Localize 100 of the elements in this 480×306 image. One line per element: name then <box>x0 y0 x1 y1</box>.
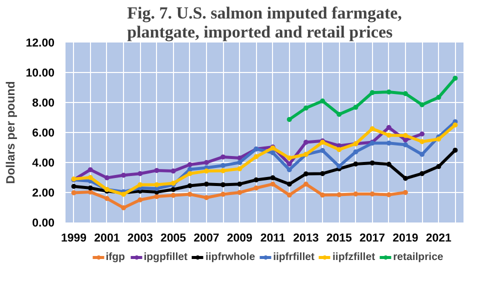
point <box>220 154 226 160</box>
point <box>303 171 308 176</box>
point <box>402 91 408 96</box>
point <box>104 196 110 201</box>
point <box>220 168 226 174</box>
point <box>320 148 326 153</box>
point <box>154 186 160 192</box>
point <box>270 182 276 187</box>
point <box>286 192 292 198</box>
x-tick-label: 2005 <box>160 232 187 244</box>
point <box>353 192 358 196</box>
point <box>71 190 76 196</box>
point <box>402 142 408 148</box>
point <box>420 132 425 136</box>
point <box>436 136 442 142</box>
point <box>154 182 160 188</box>
y-tick-label: 8.00 <box>32 98 55 110</box>
point <box>237 182 242 187</box>
x-tick-label: 2007 <box>194 232 220 244</box>
x-tick-label: 2013 <box>293 232 319 244</box>
y-tick-label: 12.00 <box>26 38 55 50</box>
point <box>370 126 375 132</box>
point <box>286 167 292 172</box>
point <box>420 139 425 144</box>
y-tick-label: 6.00 <box>32 128 55 140</box>
legend-label: ifgp <box>106 251 126 263</box>
x-tick-label: 2011 <box>260 232 286 244</box>
x-tick-label: 2003 <box>127 232 153 244</box>
point <box>138 171 143 176</box>
point <box>170 192 176 198</box>
point <box>370 90 375 96</box>
point <box>286 182 292 187</box>
point <box>204 182 209 187</box>
point <box>138 182 143 188</box>
point <box>336 164 342 169</box>
legend-label: iipfrfillet <box>273 251 314 263</box>
point <box>220 192 226 197</box>
point <box>88 186 93 190</box>
point <box>71 184 76 189</box>
point <box>220 163 226 168</box>
point <box>402 176 408 181</box>
point <box>154 168 160 173</box>
point <box>237 190 242 195</box>
point <box>121 205 126 210</box>
point <box>386 140 392 146</box>
point <box>303 106 308 111</box>
point <box>320 171 326 176</box>
x-tick-label: 2019 <box>392 232 418 244</box>
chart-title: Fig. 7. U.S. salmon imputed farmgate, plantgate, imported and retail prices <box>127 4 402 42</box>
y-tick-label: 0.00 <box>32 218 55 230</box>
point <box>270 175 276 180</box>
point <box>386 90 392 94</box>
point <box>170 168 176 174</box>
point <box>303 140 308 145</box>
point <box>187 192 192 197</box>
point <box>336 147 342 152</box>
point <box>320 98 326 104</box>
point <box>88 175 93 180</box>
x-tick-label: 2001 <box>94 232 120 244</box>
x-tick-label: 2017 <box>360 232 386 244</box>
point <box>187 166 192 172</box>
point <box>187 183 192 188</box>
point <box>402 190 408 195</box>
x-tick-label: 2021 <box>426 232 452 244</box>
legend-label: ipgpfillet <box>144 251 188 263</box>
legend-label: retailprice <box>393 251 444 263</box>
point <box>254 154 259 160</box>
point <box>370 192 375 196</box>
point <box>270 150 276 156</box>
y-axis-title: Dollars per pound <box>4 81 18 184</box>
point <box>204 168 209 174</box>
point <box>154 194 160 200</box>
point <box>104 175 110 180</box>
point <box>420 171 425 176</box>
point <box>303 182 308 187</box>
point <box>386 125 392 130</box>
point <box>88 167 93 172</box>
point <box>88 190 93 195</box>
point <box>452 122 458 128</box>
point <box>386 132 392 138</box>
point <box>187 171 192 176</box>
point <box>402 138 408 142</box>
point <box>254 177 259 182</box>
point <box>204 160 209 165</box>
point <box>286 116 292 122</box>
point <box>436 164 442 170</box>
point <box>452 148 458 153</box>
point <box>336 192 342 198</box>
point <box>286 156 292 160</box>
legend-label: iipfrwhole <box>205 251 256 263</box>
point <box>237 160 242 165</box>
point <box>237 166 242 172</box>
point <box>204 195 209 200</box>
point <box>286 162 292 166</box>
point <box>420 102 425 108</box>
point <box>452 76 458 81</box>
point <box>336 112 342 117</box>
point <box>420 152 425 157</box>
point <box>237 156 242 160</box>
point <box>353 149 358 154</box>
